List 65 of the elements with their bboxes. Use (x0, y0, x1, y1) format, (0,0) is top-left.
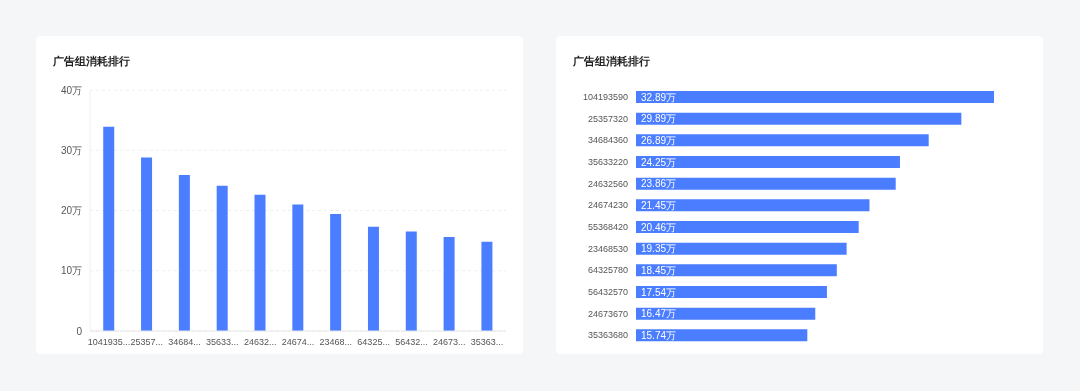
bar (636, 307, 816, 320)
bar (636, 199, 870, 212)
bar (636, 156, 900, 168)
y-tick-label: 30万 (60, 144, 82, 156)
data-label: 26.89万 (641, 134, 677, 146)
data-label: 20.46万 (641, 221, 677, 233)
y-tick-label: 56432570 (587, 287, 628, 298)
data-label: 21.45万 (641, 199, 677, 211)
bar (330, 214, 342, 331)
bar (367, 226, 379, 331)
bar (636, 286, 827, 298)
bar (254, 194, 266, 331)
x-tick-label: 1041935... (87, 337, 131, 348)
y-tick-label: 64325780 (587, 265, 628, 276)
x-tick-label: 24632... (243, 337, 277, 348)
data-label: 17.54万 (641, 286, 677, 298)
data-label: 32.89万 (641, 91, 677, 103)
data-label: 19.35万 (641, 243, 677, 255)
y-tick-label: 35633220 (587, 157, 628, 168)
bar (636, 134, 929, 147)
bar (481, 241, 493, 331)
y-tick-label: 40万 (60, 84, 82, 96)
bar (636, 264, 837, 277)
bar (636, 112, 962, 125)
x-tick-label: 64325... (357, 337, 390, 348)
bar (178, 174, 190, 331)
bar (141, 157, 153, 331)
x-tick-label: 23468... (319, 337, 353, 348)
y-tick-label: 24674230 (587, 200, 628, 211)
y-tick-label: 55368420 (587, 222, 628, 233)
y-tick-label: 34684360 (587, 135, 628, 146)
x-tick-label: 24673... (433, 337, 466, 348)
y-tick-label: 104193590 (582, 92, 628, 103)
x-tick-label: 35633... (206, 337, 239, 348)
x-tick-label: 25357... (130, 337, 163, 348)
bar (443, 237, 455, 331)
data-label: 23.86万 (641, 178, 677, 190)
y-tick-label: 24673670 (587, 308, 628, 319)
y-tick-label: 0 (76, 325, 83, 337)
bar (216, 185, 228, 331)
x-tick-label: 24674... (281, 337, 315, 348)
bar (405, 231, 417, 331)
y-tick-label: 10万 (60, 265, 82, 277)
bar (636, 177, 896, 190)
bar (636, 242, 847, 255)
x-tick-label: 56432... (395, 337, 428, 348)
bar (292, 204, 304, 331)
y-tick-label: 25357320 (587, 113, 628, 124)
data-label: 24.25万 (641, 156, 677, 168)
bar (103, 126, 115, 331)
bar (636, 329, 808, 342)
x-tick-label: 35363... (470, 337, 504, 348)
data-label: 15.74万 (641, 329, 677, 341)
y-tick-label: 23468530 (587, 243, 628, 254)
chart-title: 广告组消耗排行 (53, 54, 130, 69)
y-tick-label: 35363680 (587, 330, 628, 341)
bar (636, 91, 994, 103)
y-tick-label: 20万 (60, 205, 82, 217)
chart-title: 广告组消耗排行 (573, 54, 650, 69)
data-label: 16.47万 (641, 308, 677, 320)
data-label: 18.45万 (641, 264, 677, 276)
y-tick-label: 24632560 (587, 178, 628, 189)
data-label: 29.89万 (641, 113, 677, 125)
x-tick-label: 34684... (168, 337, 201, 348)
bar (636, 221, 859, 233)
